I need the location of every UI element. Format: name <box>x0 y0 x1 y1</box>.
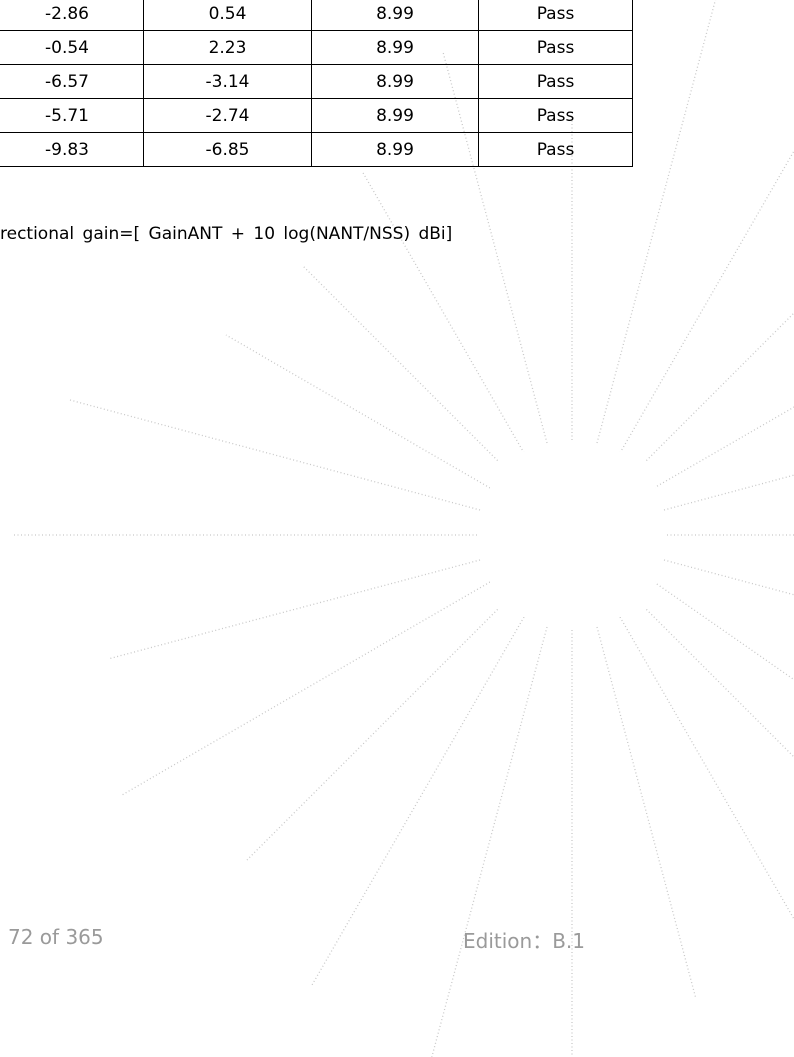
table-cell: -3.14 <box>143 64 312 99</box>
formula-note: rectional gain=[ GainANT + 10 log(NANT/N… <box>0 224 453 244</box>
table-row: -6.57 -3.14 8.99 Pass <box>0 64 633 99</box>
result-table: -2.86 0.54 8.99 Pass -0.54 2.23 8.99 Pass -6.57-… <box>0 0 633 167</box>
table-cell: -2.86 <box>0 0 144 31</box>
table-cell: 0.54 <box>143 0 312 31</box>
table-cell: -2.74 <box>143 98 312 133</box>
table-cell: 8.99 <box>311 132 479 167</box>
table-cell: -6.85 <box>143 132 312 167</box>
edition: Edition：B.1 <box>463 929 586 953</box>
table-cell: Pass <box>478 64 633 99</box>
table-cell: Pass <box>478 98 633 133</box>
table-cell: -5.71 <box>0 98 144 133</box>
table-cell: Pass <box>478 0 633 31</box>
table-cell: 8.99 <box>311 98 479 133</box>
table-cell: -0.54 <box>0 30 144 65</box>
table-row: -9.83 -6.85 8.99 Pass <box>0 132 633 167</box>
table-cell: Pass <box>478 132 633 167</box>
table-cell: 8.99 <box>311 30 479 65</box>
table-cell: Pass <box>478 30 633 65</box>
table-row: -2.86 0.54 8.99 Pass <box>0 0 633 31</box>
table-cell: 8.99 <box>311 0 479 31</box>
table-cell: -6.57 <box>0 64 144 99</box>
table-row: -5.71 -2.74 8.99 Pass <box>0 98 633 133</box>
table-cell: -9.83 <box>0 132 144 167</box>
table-row: -0.54 2.23 8.99 Pass <box>0 30 633 65</box>
table-cell: 2.23 <box>143 30 312 65</box>
table-cell: 8.99 <box>311 64 479 99</box>
page-number: 72 of 365 <box>8 925 104 949</box>
